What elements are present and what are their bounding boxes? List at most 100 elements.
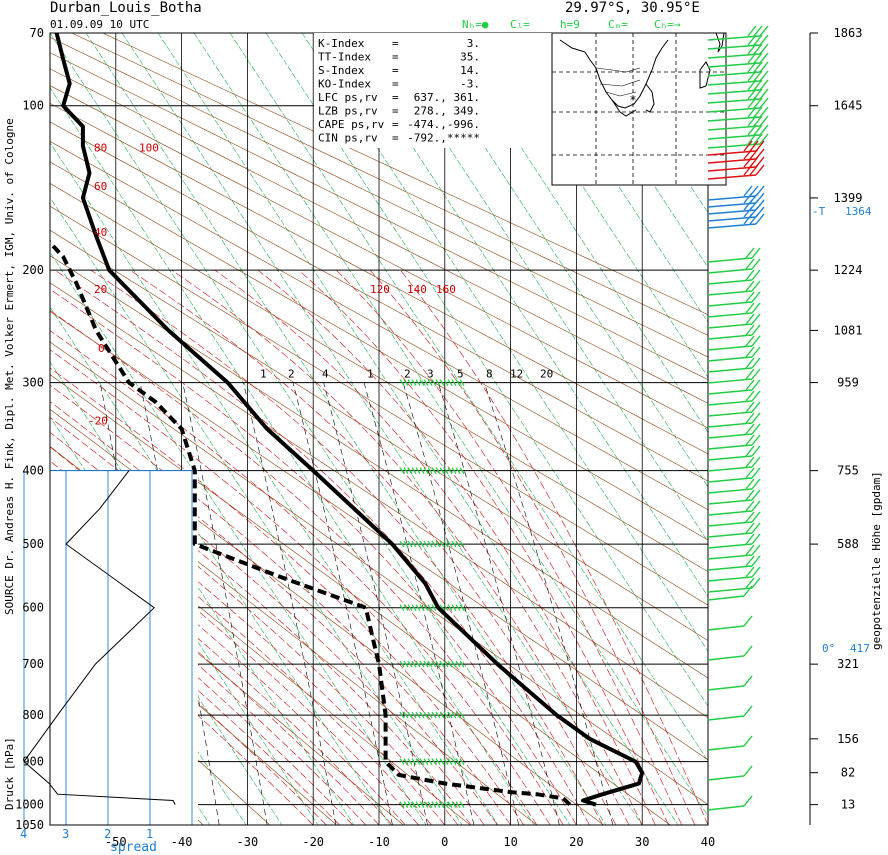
height-tick-label: 82 — [841, 766, 855, 780]
moist-adiabat — [257, 269, 656, 825]
wind-barb-feather — [759, 88, 769, 100]
mixing-ratio-line — [363, 382, 475, 825]
wind-barb-feather — [743, 156, 753, 168]
level-marker-tick — [423, 660, 429, 668]
level-marker-tick — [459, 540, 465, 548]
pressure-tick-label: 70 — [30, 26, 44, 40]
index-eq: = — [392, 105, 399, 118]
level-marker-tick — [411, 660, 417, 668]
wind-barb-shaft — [707, 345, 753, 351]
level-marker-tick — [443, 379, 449, 386]
wind-barb-shaft — [707, 625, 745, 631]
level-marker-tick — [411, 540, 417, 548]
level-marker-tick — [443, 660, 449, 668]
index-eq: = — [392, 132, 399, 145]
temperature-tick-label: -50 — [105, 835, 127, 849]
level-marker-tick — [431, 604, 437, 612]
index-name: LZB ps,rv — [318, 105, 378, 118]
mixing-ratio-label: 3 — [427, 368, 434, 381]
wind-barb-feather — [745, 324, 755, 336]
wind-barb-feather — [751, 478, 761, 490]
dry-adiabat — [50, 374, 671, 825]
pressure-tick-label: 500 — [22, 537, 44, 551]
dry-adiabat — [50, 121, 708, 482]
level-marker-tick — [451, 711, 457, 719]
mixing-ratio-line — [243, 382, 337, 825]
level-marker-tick — [403, 758, 409, 765]
level-marker-tick — [419, 758, 425, 765]
wind-barb-feather — [749, 164, 759, 176]
wind-barb-feather — [751, 445, 761, 457]
index-eq: = — [392, 78, 399, 91]
wind-barb-shaft — [707, 143, 761, 149]
moist-adiabat — [50, 460, 446, 825]
dry-adiabat — [50, 183, 708, 573]
level-marker-tick — [439, 467, 445, 474]
spread-line — [23, 470, 176, 805]
wind-barb-shaft — [707, 195, 757, 201]
level-marker-tick — [439, 758, 445, 765]
level-marker-tick — [399, 801, 405, 808]
level-marker-tick — [431, 711, 437, 719]
level-marker-tick — [399, 467, 405, 474]
wind-barb-feather — [747, 115, 757, 127]
level-marker-tick — [411, 467, 417, 474]
temperature-profile — [54, 33, 645, 807]
level-marker-tick — [411, 758, 417, 765]
level-marker-tick — [415, 604, 421, 612]
location-map-inset: * — [551, 32, 727, 186]
wind-barb-shaft — [707, 134, 761, 140]
wind-barb-feather — [747, 124, 757, 136]
theta-label: 20 — [94, 283, 107, 296]
level-marker-tick — [407, 758, 413, 765]
wind-barb-feather — [751, 423, 761, 435]
temperature-tick-label: -30 — [237, 835, 259, 849]
wind-barb-feather — [745, 544, 755, 556]
wind-barb-feather — [759, 115, 769, 127]
pressure-tick-label: 400 — [22, 464, 44, 478]
level-marker-tick — [407, 604, 413, 612]
level-marker-tick — [439, 379, 445, 386]
level-marker-tick — [399, 758, 405, 765]
wind-barb-feather — [751, 357, 761, 369]
wind-barb-feather — [747, 79, 757, 91]
dry-adiabat — [50, 102, 708, 455]
profile-lines — [50, 33, 645, 807]
wind-barb-shaft — [707, 301, 753, 307]
wind-barb-feather — [747, 133, 757, 145]
level-marker-tick — [411, 801, 417, 808]
level-marker-tick — [427, 660, 433, 668]
wind-barb-shaft — [707, 334, 753, 340]
moist-adiabat — [50, 474, 432, 825]
wind-barb-shaft — [707, 411, 753, 417]
pressure-axis-title: Druck [hPa] — [3, 737, 16, 810]
moist-adiabat — [50, 446, 459, 825]
dry-adiabat — [71, 33, 708, 336]
level-marker-tick — [419, 467, 425, 474]
level-marker-tick — [403, 604, 409, 612]
wind-barb-feather — [743, 765, 753, 777]
level-marker-tick — [435, 711, 441, 719]
cloud-legend-h: h=9 — [560, 18, 580, 31]
level-marker-tick — [419, 379, 425, 386]
wind-barb-feather — [753, 115, 763, 127]
wind-barb-feather — [743, 795, 753, 807]
wind-barb-feather — [747, 61, 757, 73]
wind-barb-feather — [759, 79, 769, 91]
wind-barb-feather — [759, 34, 769, 46]
level-marker-tick — [399, 379, 405, 386]
isotherm-line — [85, 33, 607, 825]
index-eq: = — [392, 51, 399, 64]
level-marker-tick — [431, 379, 437, 386]
level-marker-tick — [403, 379, 409, 386]
dry-adiabat — [50, 408, 604, 825]
height-axis-title: geopotenzielle Höhe [gpdam] — [870, 471, 883, 650]
wind-barb-shaft — [707, 209, 757, 215]
wind-barb-feather — [745, 390, 755, 402]
level-marker-tick — [443, 711, 449, 719]
dry-adiabat — [102, 33, 708, 315]
level-marker-tick — [459, 801, 465, 808]
mixing-ratio-label: 1 — [367, 368, 374, 381]
index-value: 35. — [460, 51, 480, 64]
